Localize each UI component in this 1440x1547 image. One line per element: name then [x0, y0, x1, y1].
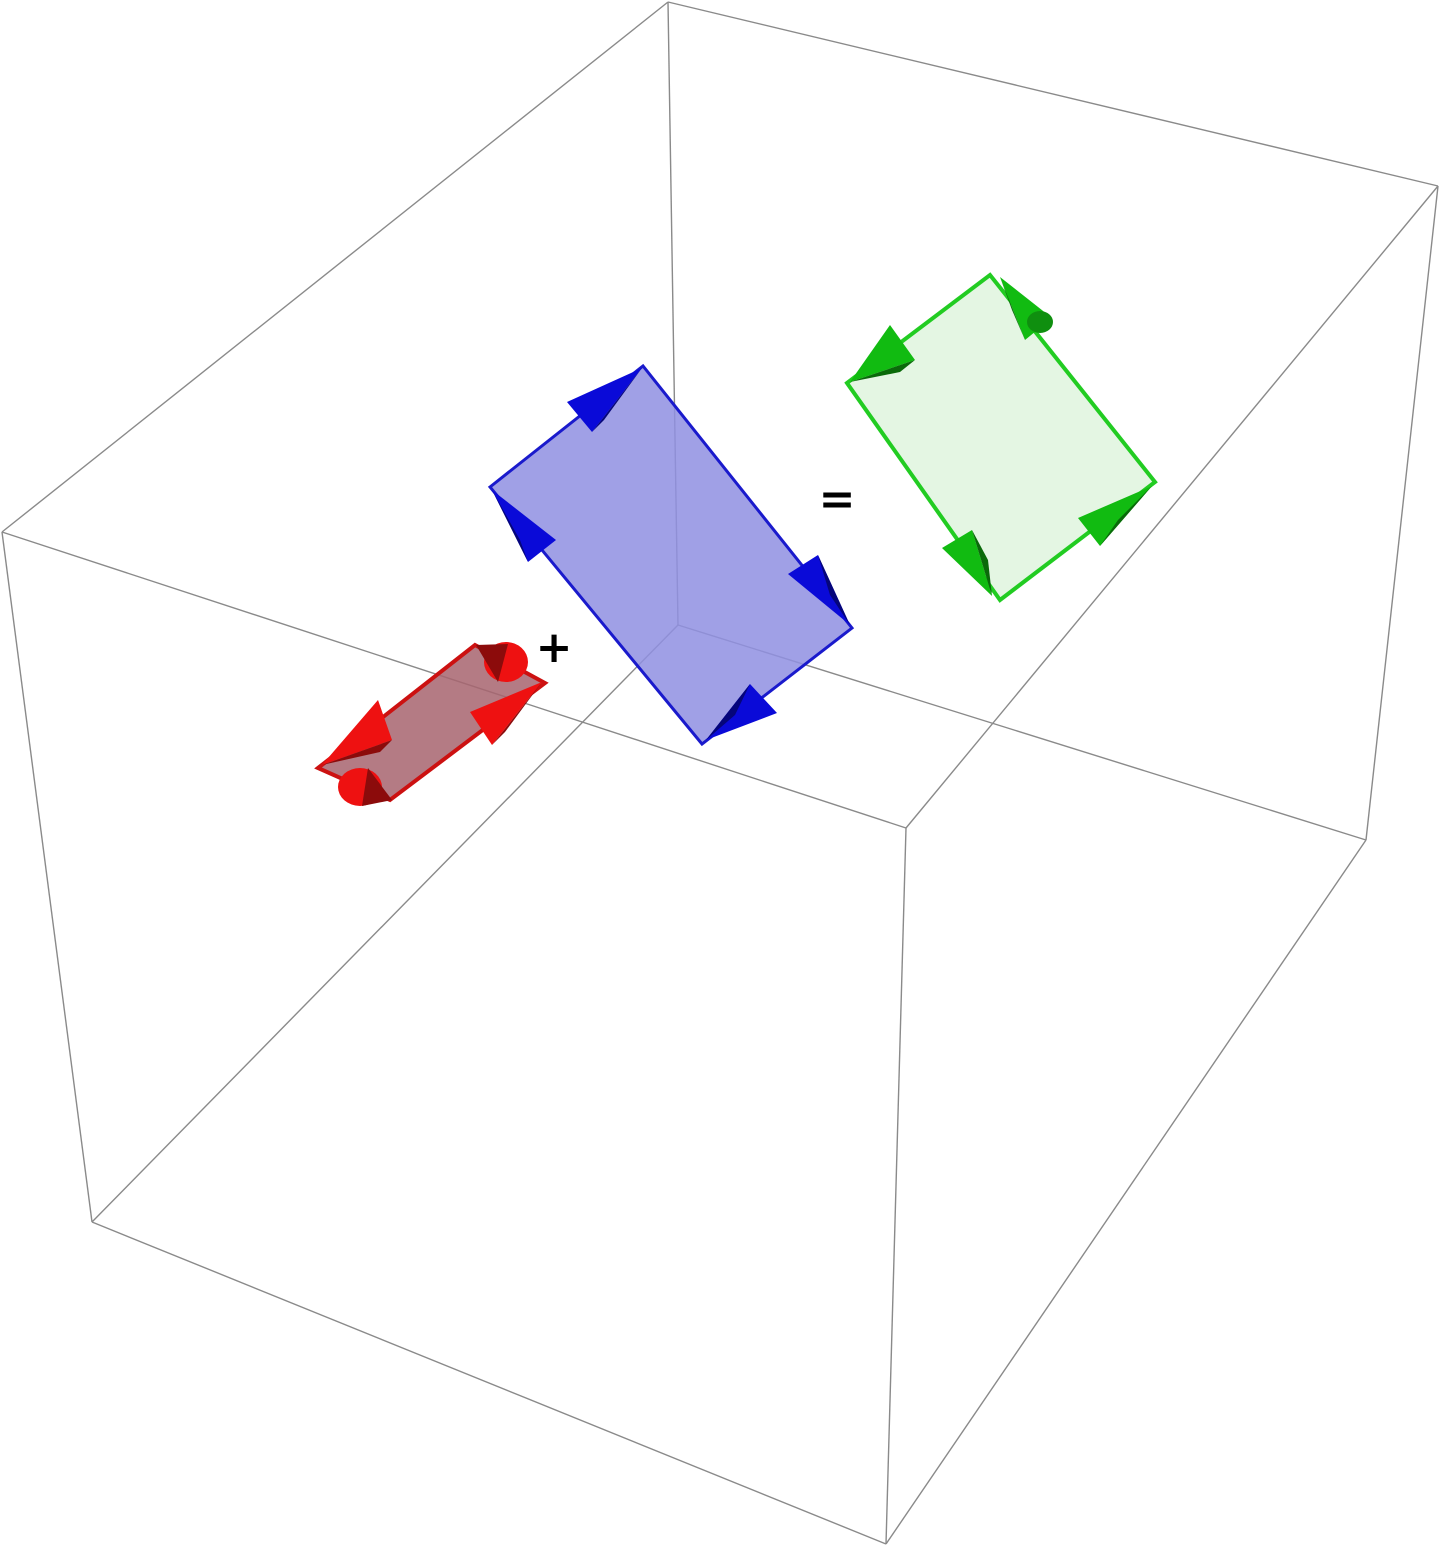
green-arrow-shade — [972, 530, 992, 596]
red-arrow-head — [470, 682, 542, 745]
red-bivector — [314, 642, 549, 806]
green-arrow-head — [850, 325, 915, 382]
equals-sign: = — [819, 474, 856, 525]
blue-arrow-shade — [706, 684, 750, 740]
box-edge — [1, 1, 669, 533]
red-arrow-shade — [362, 768, 392, 806]
box-edge — [1, 531, 93, 1223]
green-bivector — [844, 272, 1158, 603]
blue-arrow-head — [788, 555, 850, 625]
green-arrow-head — [942, 530, 992, 596]
blue-arrow-head — [492, 490, 556, 562]
box-edge — [905, 185, 1439, 829]
box-edge — [91, 1221, 887, 1545]
box-edge — [885, 827, 907, 1545]
plus-sign: + — [536, 622, 573, 673]
blue-arrow-shade — [592, 368, 642, 432]
green-arrow-shade — [1000, 277, 1025, 340]
blue-arrow-head — [706, 684, 777, 740]
red-arrow-shade — [322, 740, 392, 765]
green-arrow-shade — [850, 360, 915, 382]
red-arrow-head — [322, 700, 392, 765]
green-arrow-shade — [1100, 486, 1152, 546]
blue-arrow-shade — [492, 490, 528, 562]
blue-arrow-shade — [818, 555, 850, 625]
box-edge — [885, 839, 1367, 1545]
green-arrow-head — [1078, 486, 1152, 546]
green-arrow-cone — [1027, 311, 1053, 333]
red-arrow-shade — [476, 644, 508, 682]
red-arrow-shade — [492, 682, 542, 745]
box-edge — [1365, 185, 1439, 841]
green-plane — [844, 272, 1158, 603]
box-edge — [91, 624, 679, 1223]
box-edge — [667, 1, 1439, 187]
blue-bivector — [487, 363, 855, 747]
blue-arrow-head — [567, 368, 642, 432]
blue-plane — [487, 363, 855, 747]
